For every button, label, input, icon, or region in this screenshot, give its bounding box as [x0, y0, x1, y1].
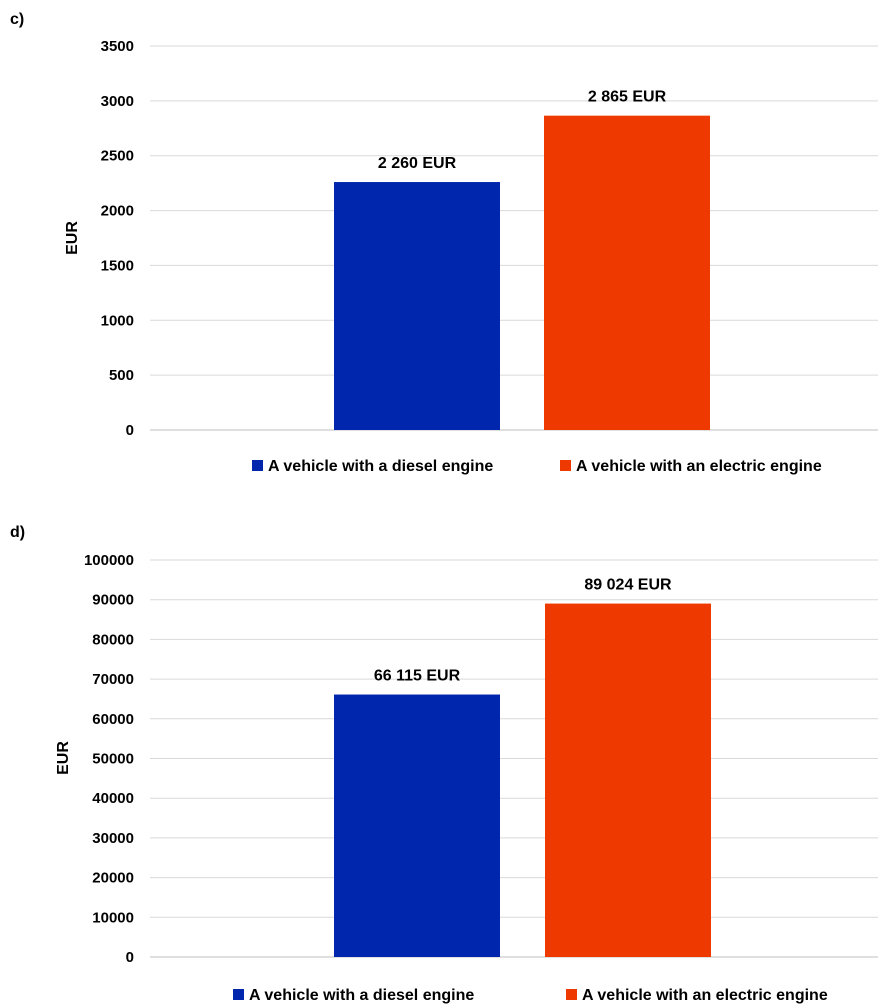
y-tick-label: 2500: [101, 148, 134, 165]
y-tick-label: 0: [126, 422, 134, 439]
y-tick-label: 2000: [101, 203, 134, 220]
legend-swatch-electric-d: [566, 989, 577, 1000]
chart-panel-d: d) 0 10000 20000 30000 40000 50000 60000 70000 8…: [10, 524, 878, 1004]
y-tick-label: 1500: [101, 257, 134, 274]
panel-label-d: d): [10, 524, 25, 541]
chart-panel-c: c) 0 500 1000 1500 2000 2500 3000 3500 EUR 2 26…: [10, 11, 878, 475]
y-axis-label-c: EUR: [64, 221, 81, 255]
y-tick-label: 3000: [101, 93, 134, 110]
legend-c: A vehicle with a diesel engine A vehicle…: [252, 458, 822, 475]
y-tick-label: 10000: [92, 909, 134, 926]
y-tick-label: 60000: [92, 711, 134, 728]
y-tick-label: 40000: [92, 790, 134, 807]
y-axis-label-d: EUR: [55, 741, 72, 775]
legend-swatch-electric-c: [560, 460, 571, 471]
legend-label-diesel-d: A vehicle with a diesel engine: [249, 987, 474, 1004]
y-tick-label: 80000: [92, 631, 134, 648]
y-tick-label: 0: [126, 949, 134, 966]
panel-label-c: c): [10, 11, 24, 28]
data-label-diesel-c: 2 260 EUR: [378, 155, 457, 172]
bar-diesel-d: [334, 694, 500, 957]
data-label-electric-c: 2 865 EUR: [588, 89, 667, 106]
legend-swatch-diesel-c: [252, 460, 263, 471]
y-tick-label: 50000: [92, 751, 134, 768]
data-label-diesel-d: 66 115 EUR: [374, 668, 461, 685]
data-label-electric-d: 89 024 EUR: [584, 577, 672, 594]
y-tick-label: 100000: [84, 552, 134, 569]
legend-label-diesel-c: A vehicle with a diesel engine: [268, 458, 493, 475]
y-tick-label: 70000: [92, 671, 134, 688]
bar-electric-c: [544, 115, 710, 430]
grid-c: [150, 45, 878, 431]
legend-d: A vehicle with a diesel engine A vehicle…: [233, 987, 828, 1004]
legend-label-electric-c: A vehicle with an electric engine: [576, 458, 822, 475]
y-tick-label: 3500: [101, 38, 134, 55]
y-ticks-c: 0 500 1000 1500 2000 2500 3000 3500: [101, 38, 134, 439]
legend-swatch-diesel-d: [233, 989, 244, 1000]
y-tick-label: 1000: [101, 312, 134, 329]
legend-label-electric-d: A vehicle with an electric engine: [582, 987, 828, 1004]
y-ticks-d: 0 10000 20000 30000 40000 50000 60000 70000 8000…: [84, 552, 134, 966]
y-tick-label: 90000: [92, 592, 134, 609]
y-tick-label: 20000: [92, 870, 134, 887]
bar-electric-d: [545, 603, 711, 957]
grid-d: [150, 559, 878, 958]
y-tick-label: 500: [109, 367, 134, 384]
y-tick-label: 30000: [92, 830, 134, 847]
bar-diesel-c: [334, 182, 500, 430]
